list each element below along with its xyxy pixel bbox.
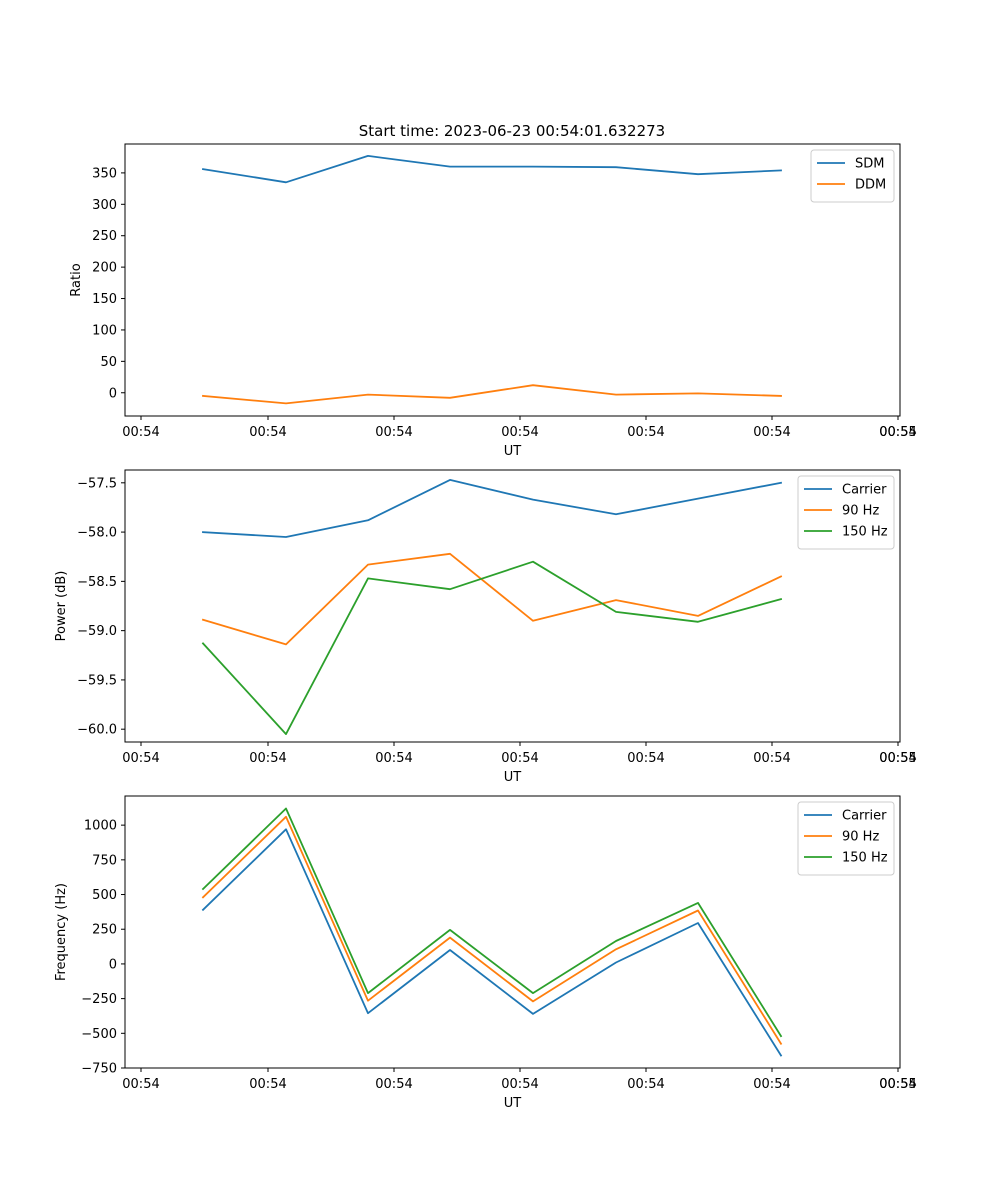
legend: SDM DDM — [810, 149, 895, 203]
y-axis-label: Power (dB) — [54, 571, 69, 642]
x-tick-label: 00:54 — [375, 1077, 412, 1092]
x-tick-label: 00:54 — [249, 425, 286, 440]
x-tick-label: 00:54 — [627, 425, 664, 440]
legend-entry: Carrier — [842, 809, 887, 824]
x-tick-label: 00:54 — [249, 751, 286, 766]
y-tick-label: 500 — [92, 888, 117, 903]
x-axis-label: UT — [504, 770, 522, 785]
y-tick-label: −59.0 — [77, 624, 117, 639]
y-tick-label: 0 — [109, 957, 117, 972]
legend-entry: 150 Hz — [842, 851, 888, 866]
y-tick-label: −60.0 — [77, 723, 117, 738]
y-tick-label: 250 — [92, 923, 117, 938]
series-line-sdm — [201, 154, 782, 184]
x-tick-label: 00:54 — [375, 425, 412, 440]
axes-frame — [124, 143, 901, 417]
y-tick-label: −58.0 — [77, 526, 117, 541]
x-tick-label: 00:55 — [879, 425, 916, 440]
x-tick-label: 00:54 — [753, 425, 790, 440]
x-tick-label: 00:54 — [249, 1077, 286, 1092]
y-tick-label: 50 — [100, 355, 117, 370]
figure-title: Start time: 2023-06-23 00:54:01.632273 — [359, 122, 665, 140]
legend-entry: SDM — [855, 157, 884, 172]
legend-entry: 90 Hz — [842, 504, 879, 519]
y-tick-label: −59.5 — [77, 673, 117, 688]
chart-panel-2: 00:54 00:54 00:54 00:54 00:54 00:54 00:5400:55… — [54, 469, 917, 785]
x-tick-label: 00:54 — [627, 751, 664, 766]
y-tick-label: 250 — [92, 229, 117, 244]
x-tick-label: 00:54 — [375, 751, 412, 766]
y-tick-label: −58.5 — [77, 575, 117, 590]
legend-entry: 90 Hz — [842, 830, 879, 845]
x-tick-label: 00:54 — [879, 751, 916, 766]
x-tick-label: 00:54 — [627, 1077, 664, 1092]
x-tick-label: 00:54 — [753, 751, 790, 766]
legend-entry: DDM — [855, 178, 886, 193]
y-tick-label: 200 — [92, 261, 117, 276]
x-tick-label: 00:54 — [753, 1077, 790, 1092]
y-tick-label: 750 — [92, 853, 117, 868]
y-tick-label: 1000 — [84, 819, 117, 834]
y-axis-label: Frequency (Hz) — [54, 883, 69, 981]
y-tick-label: 0 — [109, 386, 117, 401]
y-axis-label: Ratio — [69, 263, 84, 296]
legend-entry: Carrier — [842, 483, 887, 498]
series-line-150-hz — [201, 807, 783, 1038]
chart-panel-1: 00:54 00:54 00:54 00:54 00:54 00:54 00:5400:55… — [69, 143, 917, 459]
chart-panel-3: 00:54 00:54 00:54 00:54 00:54 00:54 00:5400:55… — [54, 795, 917, 1111]
x-tick-label: 00:54 — [501, 425, 538, 440]
series-line-150-hz — [201, 560, 783, 735]
y-tick-label: 300 — [92, 198, 117, 213]
x-axis-label: UT — [504, 444, 522, 459]
series-line-90-hz — [201, 815, 783, 1045]
y-tick-label: −57.5 — [77, 476, 117, 491]
x-tick-label: 00:54 — [122, 751, 159, 766]
x-tick-label: 00:54 — [122, 425, 159, 440]
x-tick-label: 00:55 — [879, 751, 916, 766]
y-tick-label: 350 — [92, 166, 117, 181]
series-line-carrier — [201, 828, 783, 1057]
y-tick-label: −250 — [81, 992, 117, 1007]
y-tick-label: 100 — [92, 323, 117, 338]
x-tick-label: 00:54 — [122, 1077, 159, 1092]
x-tick-label: 00:54 — [501, 751, 538, 766]
series-line-90-hz — [201, 552, 783, 646]
x-axis-label: UT — [504, 1096, 522, 1111]
y-tick-label: −500 — [81, 1027, 117, 1042]
series-line-carrier — [202, 478, 783, 538]
x-tick-label: 00:55 — [879, 1077, 916, 1092]
x-tick-label: 00:54 — [879, 425, 916, 440]
y-tick-label: −750 — [81, 1062, 117, 1077]
panels: 00:54 00:54 00:54 00:54 00:54 00:54 00:5400:55… — [54, 143, 917, 1111]
axes-frame — [124, 469, 901, 743]
x-tick-label: 00:54 — [501, 1077, 538, 1092]
axes-frame — [124, 795, 901, 1069]
legend-entry: 150 Hz — [842, 525, 888, 540]
legend: Carrier 90 Hz 150 Hz — [797, 801, 895, 876]
y-tick-label: 150 — [92, 292, 117, 307]
legend: Carrier 90 Hz 150 Hz — [797, 475, 895, 550]
x-tick-label: 00:54 — [879, 1077, 916, 1092]
series-line-ddm — [202, 384, 782, 405]
